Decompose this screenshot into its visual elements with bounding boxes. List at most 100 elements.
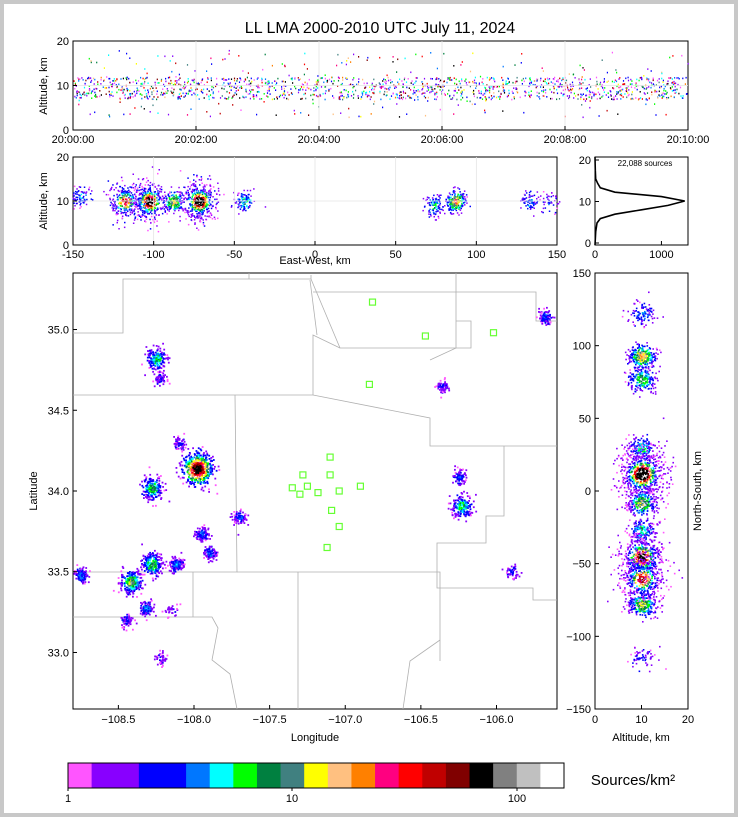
lightning-source-mark [139, 573, 142, 576]
lightning-source-mark [686, 93, 688, 95]
lightning-source-mark [437, 199, 439, 201]
lightning-source-mark [417, 98, 419, 101]
lightning-source-mark [167, 194, 169, 196]
lightning-source-mark [326, 79, 329, 82]
lightning-source-mark [90, 61, 92, 64]
lightning-source-mark [158, 558, 160, 561]
lightning-source-mark [212, 96, 214, 99]
lightning-source-mark [109, 204, 112, 207]
lightning-source-mark [139, 580, 142, 583]
lightning-source-mark [129, 186, 131, 188]
lightning-source-mark [434, 88, 436, 90]
lightning-source-mark [204, 205, 207, 208]
lightning-source-mark [215, 206, 217, 209]
lightning-source-mark [218, 102, 220, 105]
lightning-source-mark [159, 350, 162, 353]
lightning-source-mark [427, 100, 429, 102]
lightning-source-mark [142, 191, 144, 193]
lightning-source-mark [116, 211, 118, 214]
lightning-source-mark [303, 86, 305, 89]
lightning-source-mark [305, 89, 307, 91]
lightning-source-mark [187, 177, 189, 179]
lightning-source-mark [83, 582, 86, 585]
lightning-source-mark [228, 96, 230, 99]
lightning-source-mark [154, 365, 157, 367]
lightning-source-mark [580, 96, 582, 98]
lightning-source-mark [182, 208, 184, 210]
lightning-source-mark [155, 357, 158, 359]
lightning-source-mark [128, 615, 131, 618]
lightning-source-mark [511, 90, 513, 93]
lightning-source-mark [432, 209, 434, 212]
lightning-source-mark [129, 571, 131, 573]
lightning-source-mark [585, 94, 587, 97]
lightning-source-mark [396, 94, 398, 96]
lightning-source-mark [199, 207, 201, 210]
lightning-source-mark [189, 461, 192, 464]
lightning-source-mark [151, 562, 154, 565]
lightning-source-mark [145, 606, 148, 609]
lightning-source-mark [147, 553, 150, 556]
lightning-source-mark [177, 567, 180, 570]
lightning-source-mark [673, 82, 675, 85]
lightning-source-mark [88, 76, 90, 79]
lightning-source-mark [554, 83, 556, 85]
lightning-source-mark [168, 203, 170, 206]
lightning-source-mark [204, 204, 207, 206]
lightning-source-mark [199, 210, 201, 213]
lightning-source-mark [205, 193, 207, 195]
lightning-source-mark [616, 71, 618, 74]
lightning-source-mark [548, 78, 551, 80]
lightning-source-mark [125, 581, 127, 583]
lightning-source-mark [217, 210, 219, 212]
lightning-source-mark [610, 94, 612, 96]
lightning-source-mark [551, 202, 553, 204]
lightning-source-mark [145, 77, 147, 80]
lightning-source-mark [79, 573, 82, 576]
lightning-source-mark [154, 192, 156, 195]
lightning-source-mark [179, 199, 181, 201]
lightning-source-mark [206, 201, 208, 203]
lightning-source-mark [184, 211, 186, 214]
lightning-source-mark [453, 192, 455, 194]
lightning-source-mark [201, 178, 203, 180]
lightning-source-mark [145, 198, 147, 200]
lightning-source-mark [152, 562, 155, 565]
lightning-source-mark [542, 90, 545, 93]
lightning-source-mark [160, 563, 163, 565]
lightning-source-mark [179, 220, 181, 222]
lightning-source-mark [152, 497, 155, 500]
lightning-source-mark [243, 208, 246, 211]
lightning-source-mark [274, 80, 276, 82]
lightning-source-mark [167, 358, 169, 361]
lightning-source-mark [124, 97, 126, 99]
lightning-source-mark [201, 78, 203, 81]
lightning-source-mark [74, 82, 76, 85]
lightning-source-mark [81, 191, 84, 193]
lightning-source-mark [432, 198, 434, 201]
lightning-source-mark [157, 487, 160, 490]
lightning-source-mark [591, 96, 593, 98]
lightning-source-mark [170, 565, 172, 568]
lightning-source-mark [617, 92, 619, 94]
lightning-source-mark [126, 575, 128, 578]
lightning-source-mark [417, 89, 419, 91]
lightning-source-mark [540, 77, 542, 80]
lightning-source-mark [157, 358, 160, 361]
lightning-source-mark [129, 191, 131, 193]
lightning-source-mark [627, 85, 629, 88]
lightning-source-mark [141, 193, 144, 196]
lightning-source-mark [133, 213, 136, 216]
lightning-source-mark [174, 203, 177, 205]
lightning-source-mark [148, 604, 151, 607]
lightning-source-mark [455, 204, 457, 207]
lightning-source-mark [202, 197, 205, 199]
lightning-source-mark [127, 617, 130, 620]
lightning-source-mark [237, 89, 239, 91]
lightning-source-mark [121, 626, 124, 629]
lightning-source-mark [180, 207, 183, 209]
lightning-source-mark [156, 225, 158, 227]
lightning-source-mark [149, 360, 151, 363]
lightning-source-mark [382, 80, 384, 82]
lightning-source-mark [152, 370, 154, 373]
